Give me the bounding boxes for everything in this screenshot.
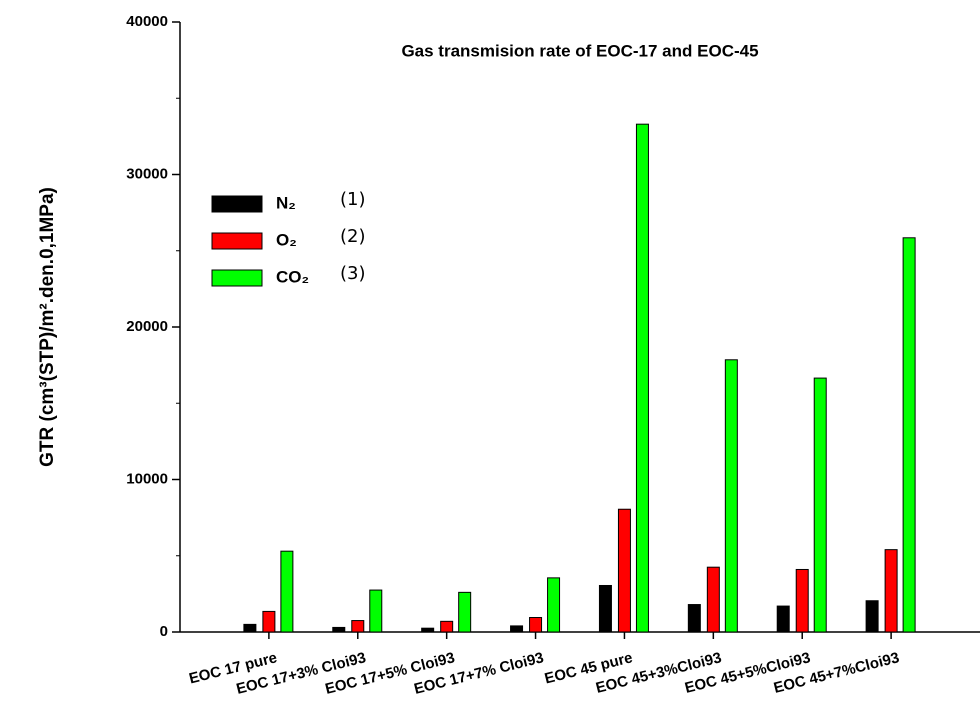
legend-note: (3): [340, 263, 366, 284]
bar: [776, 605, 790, 633]
bar: [243, 623, 257, 633]
bar: [865, 600, 879, 633]
bar: [262, 610, 276, 633]
bar: [510, 625, 524, 633]
chart-title: Gas transmision rate of EOC-17 and EOC-4…: [401, 41, 758, 60]
legend-swatch: [211, 269, 263, 287]
y-tick-label: 40000: [126, 13, 168, 30]
bar: [884, 549, 898, 633]
bar: [635, 123, 649, 633]
y-tick-label: 10000: [126, 470, 168, 487]
legend-note: (1): [340, 189, 366, 210]
legend-swatch: [211, 195, 263, 213]
legend-swatch: [211, 232, 263, 250]
bar: [280, 550, 294, 633]
y-tick-label: 20000: [126, 318, 168, 335]
bar: [332, 626, 346, 633]
legend-note: (2): [340, 226, 366, 247]
bar: [598, 584, 612, 633]
bar: [351, 620, 365, 633]
legend-label: N₂: [276, 193, 296, 212]
bar: [529, 617, 543, 633]
y-axis-label: GTR (cm³(STP)/m².den.0,1MPa): [37, 187, 58, 467]
bar: [440, 620, 454, 633]
bar: [687, 604, 701, 633]
bar: [724, 359, 738, 633]
bar: [617, 508, 631, 633]
bar: [902, 237, 916, 633]
legend-label: CO₂: [276, 267, 309, 286]
bar: [369, 589, 383, 633]
y-tick-label: 0: [160, 623, 168, 640]
y-tick-label: 30000: [126, 165, 168, 182]
bar: [458, 591, 472, 633]
bar: [547, 577, 561, 633]
bar: [706, 566, 720, 633]
bar: [795, 568, 809, 633]
legend-label: O₂: [276, 230, 297, 249]
bar: [813, 377, 827, 633]
bar: [421, 627, 435, 633]
